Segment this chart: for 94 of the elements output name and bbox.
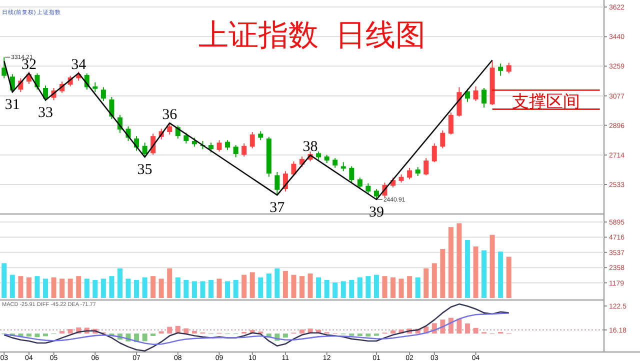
bar xyxy=(440,249,446,298)
bar xyxy=(60,278,65,298)
bar xyxy=(464,323,470,334)
bar xyxy=(357,277,362,298)
bar xyxy=(84,278,90,298)
bar xyxy=(142,334,148,342)
bar xyxy=(390,330,396,334)
bar xyxy=(242,274,247,298)
bar xyxy=(490,234,495,298)
bar xyxy=(192,330,197,334)
line-series xyxy=(3,303,510,352)
bar xyxy=(250,272,255,298)
bar xyxy=(415,277,420,298)
bar xyxy=(506,256,512,298)
bar xyxy=(158,278,164,298)
bar xyxy=(117,268,122,298)
annotation: 36 xyxy=(162,107,178,124)
bar xyxy=(26,277,32,298)
bar xyxy=(498,252,504,298)
bar xyxy=(208,280,214,298)
bar xyxy=(51,277,56,298)
bar xyxy=(366,334,371,336)
bar xyxy=(225,281,230,298)
bar xyxy=(473,246,478,298)
bar xyxy=(274,268,280,298)
series-label: 支撑区间 xyxy=(512,92,580,112)
bar xyxy=(150,334,156,336)
bar xyxy=(92,280,98,298)
bar xyxy=(407,276,412,298)
bar xyxy=(76,276,82,298)
bar xyxy=(68,329,73,334)
line-series xyxy=(3,59,493,200)
bar xyxy=(440,320,446,334)
bar xyxy=(2,263,7,298)
bar xyxy=(374,274,379,298)
bar xyxy=(134,280,140,298)
bar xyxy=(126,278,131,298)
bar xyxy=(316,277,322,298)
bar xyxy=(167,268,172,298)
bar xyxy=(43,334,48,336)
bar xyxy=(291,274,296,298)
bar xyxy=(266,274,272,298)
annotation: 31 xyxy=(4,97,20,114)
bar xyxy=(18,276,24,298)
bar xyxy=(26,334,32,336)
bar xyxy=(175,277,180,298)
bar xyxy=(456,318,462,334)
bar xyxy=(357,334,362,336)
bar xyxy=(258,277,264,298)
bar xyxy=(349,280,354,298)
bar xyxy=(300,329,304,334)
bar xyxy=(150,276,156,298)
bar xyxy=(424,268,429,298)
line-series xyxy=(3,312,510,345)
bar xyxy=(324,280,330,298)
bar xyxy=(233,280,238,298)
bar xyxy=(473,328,478,334)
bar xyxy=(184,280,189,298)
bar xyxy=(282,270,288,298)
bar xyxy=(366,276,371,298)
bar xyxy=(167,326,172,334)
annotation: 37 xyxy=(270,200,286,216)
bar xyxy=(216,278,222,298)
annotation: 38 xyxy=(302,139,318,156)
annotation: 33 xyxy=(38,105,54,122)
bar xyxy=(382,276,388,298)
bar xyxy=(43,278,48,298)
annotation: 35 xyxy=(137,162,152,178)
bar xyxy=(448,227,454,298)
bar xyxy=(68,278,73,298)
chart-title: 上证指数 日线图 xyxy=(198,19,426,52)
bar xyxy=(10,274,15,298)
bar xyxy=(390,277,396,298)
bar xyxy=(142,277,148,298)
bar xyxy=(282,334,288,338)
bar xyxy=(109,276,114,298)
annotation: 34 xyxy=(71,57,87,74)
bar xyxy=(192,281,197,298)
bar xyxy=(332,282,338,298)
bar xyxy=(482,250,487,298)
bar xyxy=(34,334,40,338)
bar xyxy=(340,281,346,298)
bar xyxy=(184,328,189,334)
bar xyxy=(200,281,206,298)
bar xyxy=(398,278,404,298)
bar xyxy=(432,263,437,298)
bar xyxy=(60,331,65,334)
bar xyxy=(34,276,40,298)
bar xyxy=(456,223,462,298)
bar xyxy=(300,276,304,298)
annotation: 39 xyxy=(368,204,384,220)
bar xyxy=(100,278,106,298)
bar xyxy=(464,240,470,298)
bar xyxy=(308,274,313,298)
